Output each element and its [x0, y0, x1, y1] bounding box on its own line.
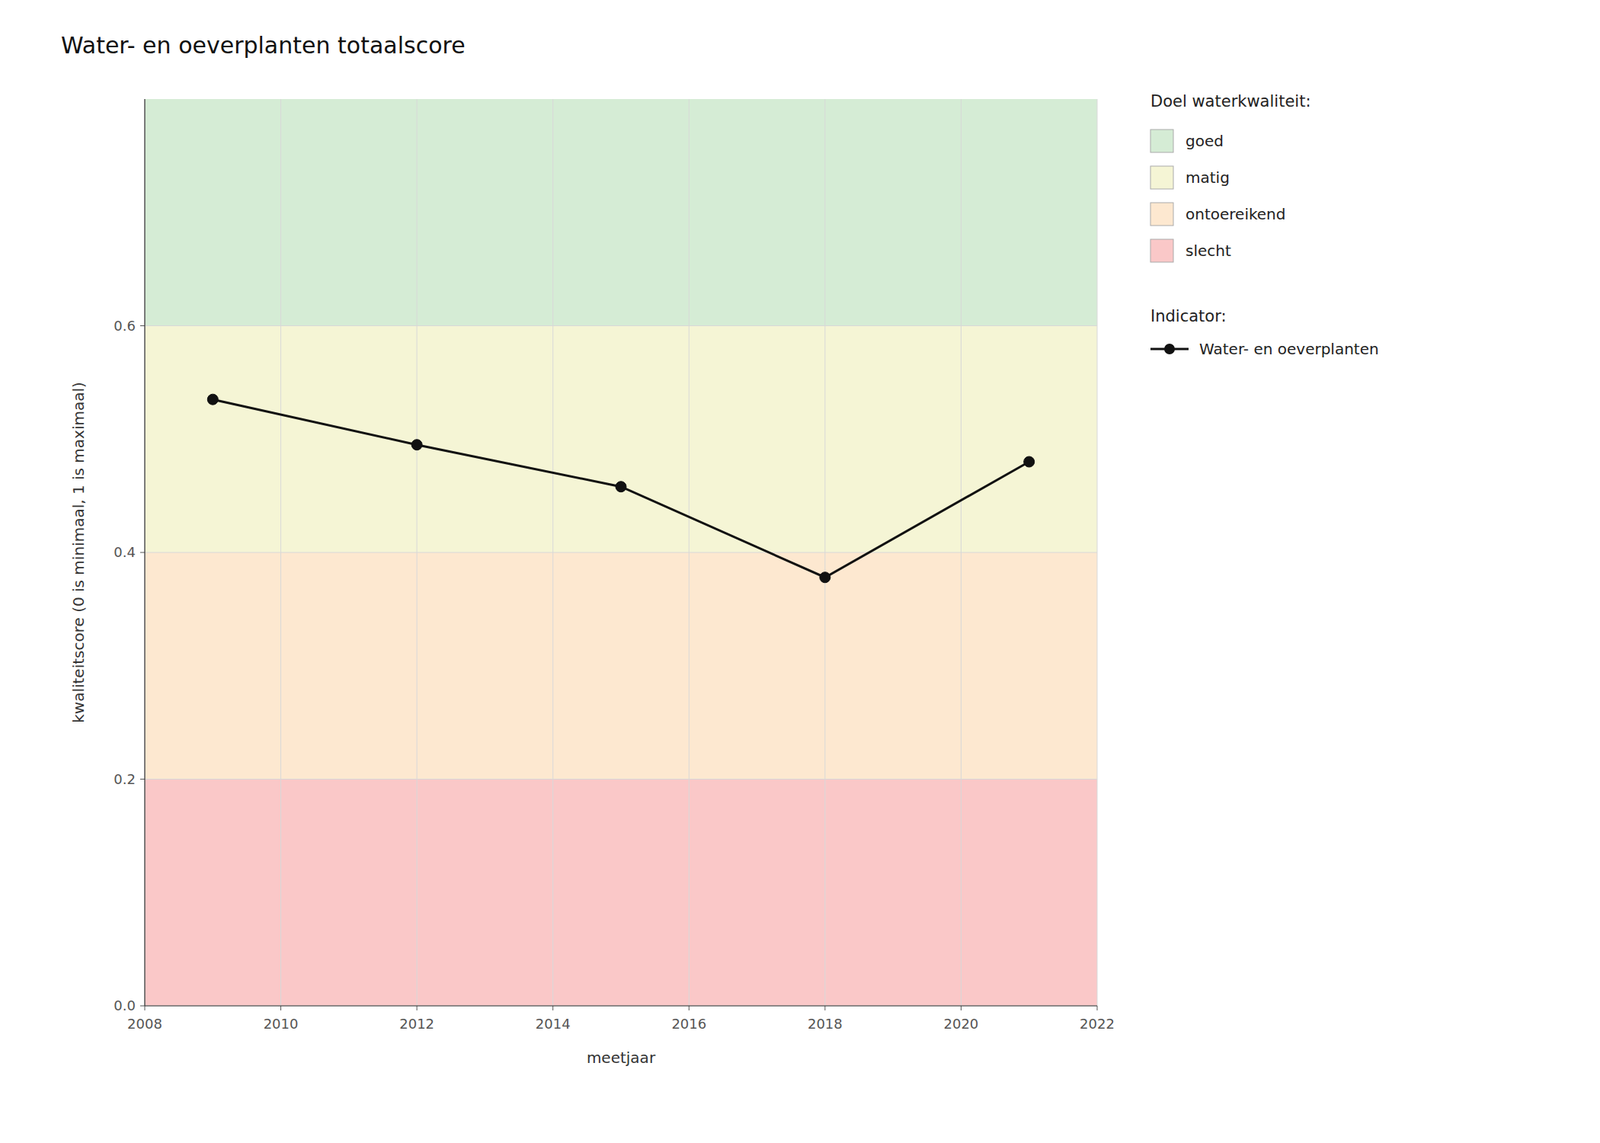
legend-marker	[1164, 343, 1175, 355]
legend-entry: matig	[1185, 168, 1230, 187]
tick-x	[144, 1005, 146, 1011]
grid-line-y	[144, 552, 1098, 554]
series-marker	[1024, 456, 1035, 468]
tick-label-x: 2020	[944, 1015, 980, 1032]
grid-line-y	[144, 1005, 1098, 1007]
legend: Doel waterkwaliteit: goed matig ontoereiken…	[1150, 92, 1380, 359]
grid-line-y	[144, 325, 1098, 327]
tick-label-x: 2022	[1079, 1015, 1115, 1032]
chart-container: 2008 2010 2012 2014 2016 2018 2020 2022 0.0 0.2 0.…	[0, 0, 1600, 1143]
tick-label-x: 2018	[807, 1015, 843, 1032]
series-marker	[615, 481, 627, 493]
tick-y	[140, 552, 145, 554]
tick-y	[140, 325, 145, 327]
legend-title: Doel waterkwaliteit:	[1150, 92, 1311, 111]
grid-line-y	[144, 778, 1098, 780]
tick-label-x: 2010	[263, 1015, 299, 1032]
legend-swatch	[1150, 202, 1174, 226]
legend-swatch	[1150, 166, 1174, 189]
chart-title: Water- en oeverplanten totaalscore	[60, 32, 466, 59]
grid-line-x	[144, 99, 146, 1006]
axes: 2008 2010 2012 2014 2016 2018 2020 2022 0.0 0.2 0.…	[113, 99, 1115, 1032]
series-group	[207, 393, 1034, 583]
tick-x	[416, 1005, 418, 1011]
tick-label-x: 2016	[671, 1015, 707, 1032]
tick-label-y: 0.0	[113, 997, 136, 1014]
series-marker	[819, 572, 831, 583]
tick-x	[1097, 1005, 1098, 1011]
y-axis-label: kwaliteitscore (0 is minimaal, 1 is maxi…	[69, 381, 88, 724]
series-marker	[207, 393, 218, 405]
series-line	[212, 399, 1029, 578]
tick-y	[140, 1005, 145, 1007]
tick-x	[688, 1005, 690, 1011]
quality-band	[144, 552, 1098, 780]
legend-title: Indicator:	[1150, 307, 1227, 326]
legend-entry: slecht	[1185, 241, 1232, 260]
tick-label-y: 0.6	[113, 317, 136, 334]
grid	[144, 99, 1098, 1006]
legend-swatch	[1150, 129, 1174, 153]
tick-x	[280, 1005, 282, 1011]
legend-entry: ontoereikend	[1185, 204, 1286, 224]
x-axis-line	[144, 1004, 1098, 1006]
x-axis-label: meetjaar	[586, 1048, 656, 1067]
tick-label-x: 2008	[127, 1015, 163, 1032]
bands	[144, 99, 1098, 1006]
chart: 2008 2010 2012 2014 2016 2018 2020 2022 0.0 0.2 0.…	[0, 0, 1600, 1143]
quality-band	[144, 99, 1098, 327]
series-marker	[411, 439, 423, 451]
quality-band	[144, 326, 1098, 554]
quality-band	[144, 779, 1098, 1007]
tick-x	[824, 1005, 826, 1011]
tick-y	[140, 778, 145, 780]
tick-label-y: 0.4	[113, 544, 136, 560]
tick-x	[960, 1005, 962, 1011]
y-axis-line	[144, 99, 145, 1006]
tick-label-x: 2012	[399, 1015, 435, 1032]
tick-label-x: 2014	[535, 1015, 571, 1032]
legend-entry: goed	[1185, 131, 1224, 151]
tick-x	[552, 1005, 554, 1011]
legend-entry: Water- en oeverplanten	[1199, 339, 1380, 359]
tick-label-y: 0.2	[113, 771, 136, 788]
legend-swatch	[1150, 239, 1174, 263]
